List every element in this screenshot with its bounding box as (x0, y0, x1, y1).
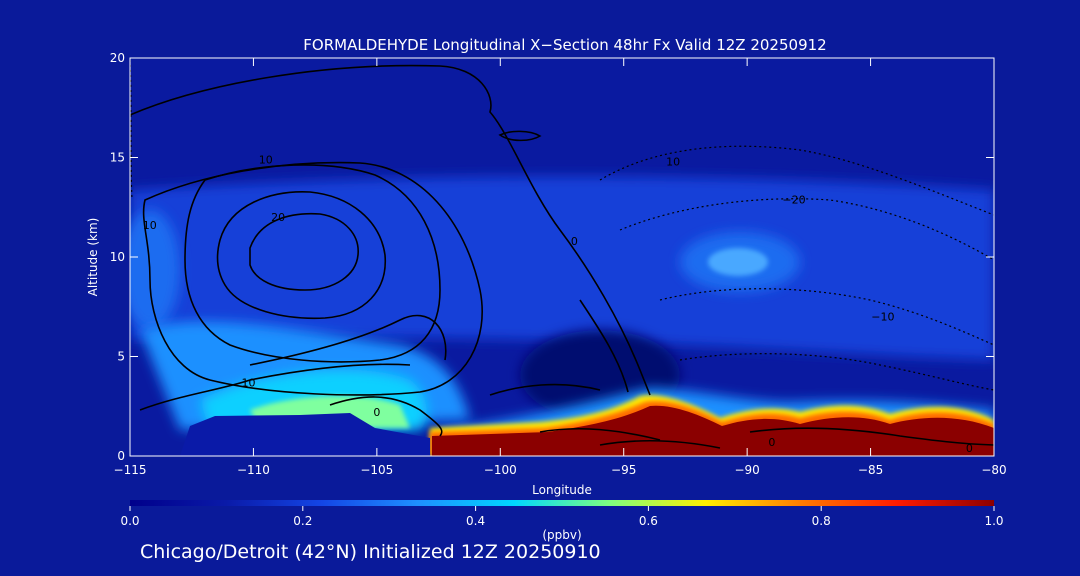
contour-label: −10 (871, 311, 894, 324)
y-tick-label: 5 (117, 350, 125, 364)
x-tick-label: −105 (360, 463, 393, 477)
colorbar-label: (ppbv) (542, 528, 581, 542)
contour-label: 0 (768, 436, 775, 449)
contour-label: 10 (143, 219, 157, 232)
x-tick-label: −95 (611, 463, 636, 477)
contour-label: 0 (571, 235, 578, 248)
y-axis-label: Altitude (km) (86, 218, 100, 297)
contour-labels: 10 20 10 0 10 −20 −10 10 0 0 0 (143, 153, 973, 455)
contour-label: −20 (782, 193, 805, 206)
colorbar-tick-label: 0.0 (120, 514, 139, 528)
x-tick-label: −110 (237, 463, 270, 477)
colorbar-tick-label: 0.4 (466, 514, 485, 528)
y-axis: 0 5 10 15 20 (110, 51, 994, 463)
contour-label: 0 (373, 406, 380, 419)
negative-contour-lines (130, 59, 994, 391)
contour-label: 10 (241, 376, 255, 389)
chart-title: FORMALDEHYDE Longitudinal X−Section 48hr… (303, 36, 826, 54)
contour-lines (130, 64, 994, 449)
x-tick-label: −100 (484, 463, 517, 477)
y-tick-label: 20 (110, 51, 125, 65)
x-axis: −115 −110 −105 −100 −95 −90 −85 −80 (114, 58, 1007, 477)
x-tick-label: −85 (858, 463, 883, 477)
colorbar-tick-label: 0.2 (293, 514, 312, 528)
contour-label: 10 (259, 153, 273, 166)
colorbar-tick-label: 1.0 (984, 514, 1003, 528)
contour-label: 0 (966, 442, 973, 455)
y-tick-label: 10 (110, 250, 125, 264)
colorbar (130, 500, 994, 506)
colorbar-tick-label: 0.6 (639, 514, 658, 528)
colorbar-tick-label: 0.8 (812, 514, 831, 528)
contour-label: 10 (666, 155, 680, 168)
run-info-caption: Chicago/Detroit (42°N) Initialized 12Z 2… (140, 541, 601, 563)
y-tick-label: 0 (117, 449, 125, 463)
y-tick-label: 15 (110, 151, 125, 165)
colorbar-ticks: 0.0 0.2 0.4 0.6 0.8 1.0 (120, 506, 1004, 528)
contour-label: 20 (271, 211, 285, 224)
x-tick-label: −115 (114, 463, 147, 477)
x-tick-label: −90 (734, 463, 759, 477)
concentration-field (130, 58, 994, 456)
x-tick-label: −80 (981, 463, 1006, 477)
x-axis-label: Longitude (532, 483, 592, 497)
